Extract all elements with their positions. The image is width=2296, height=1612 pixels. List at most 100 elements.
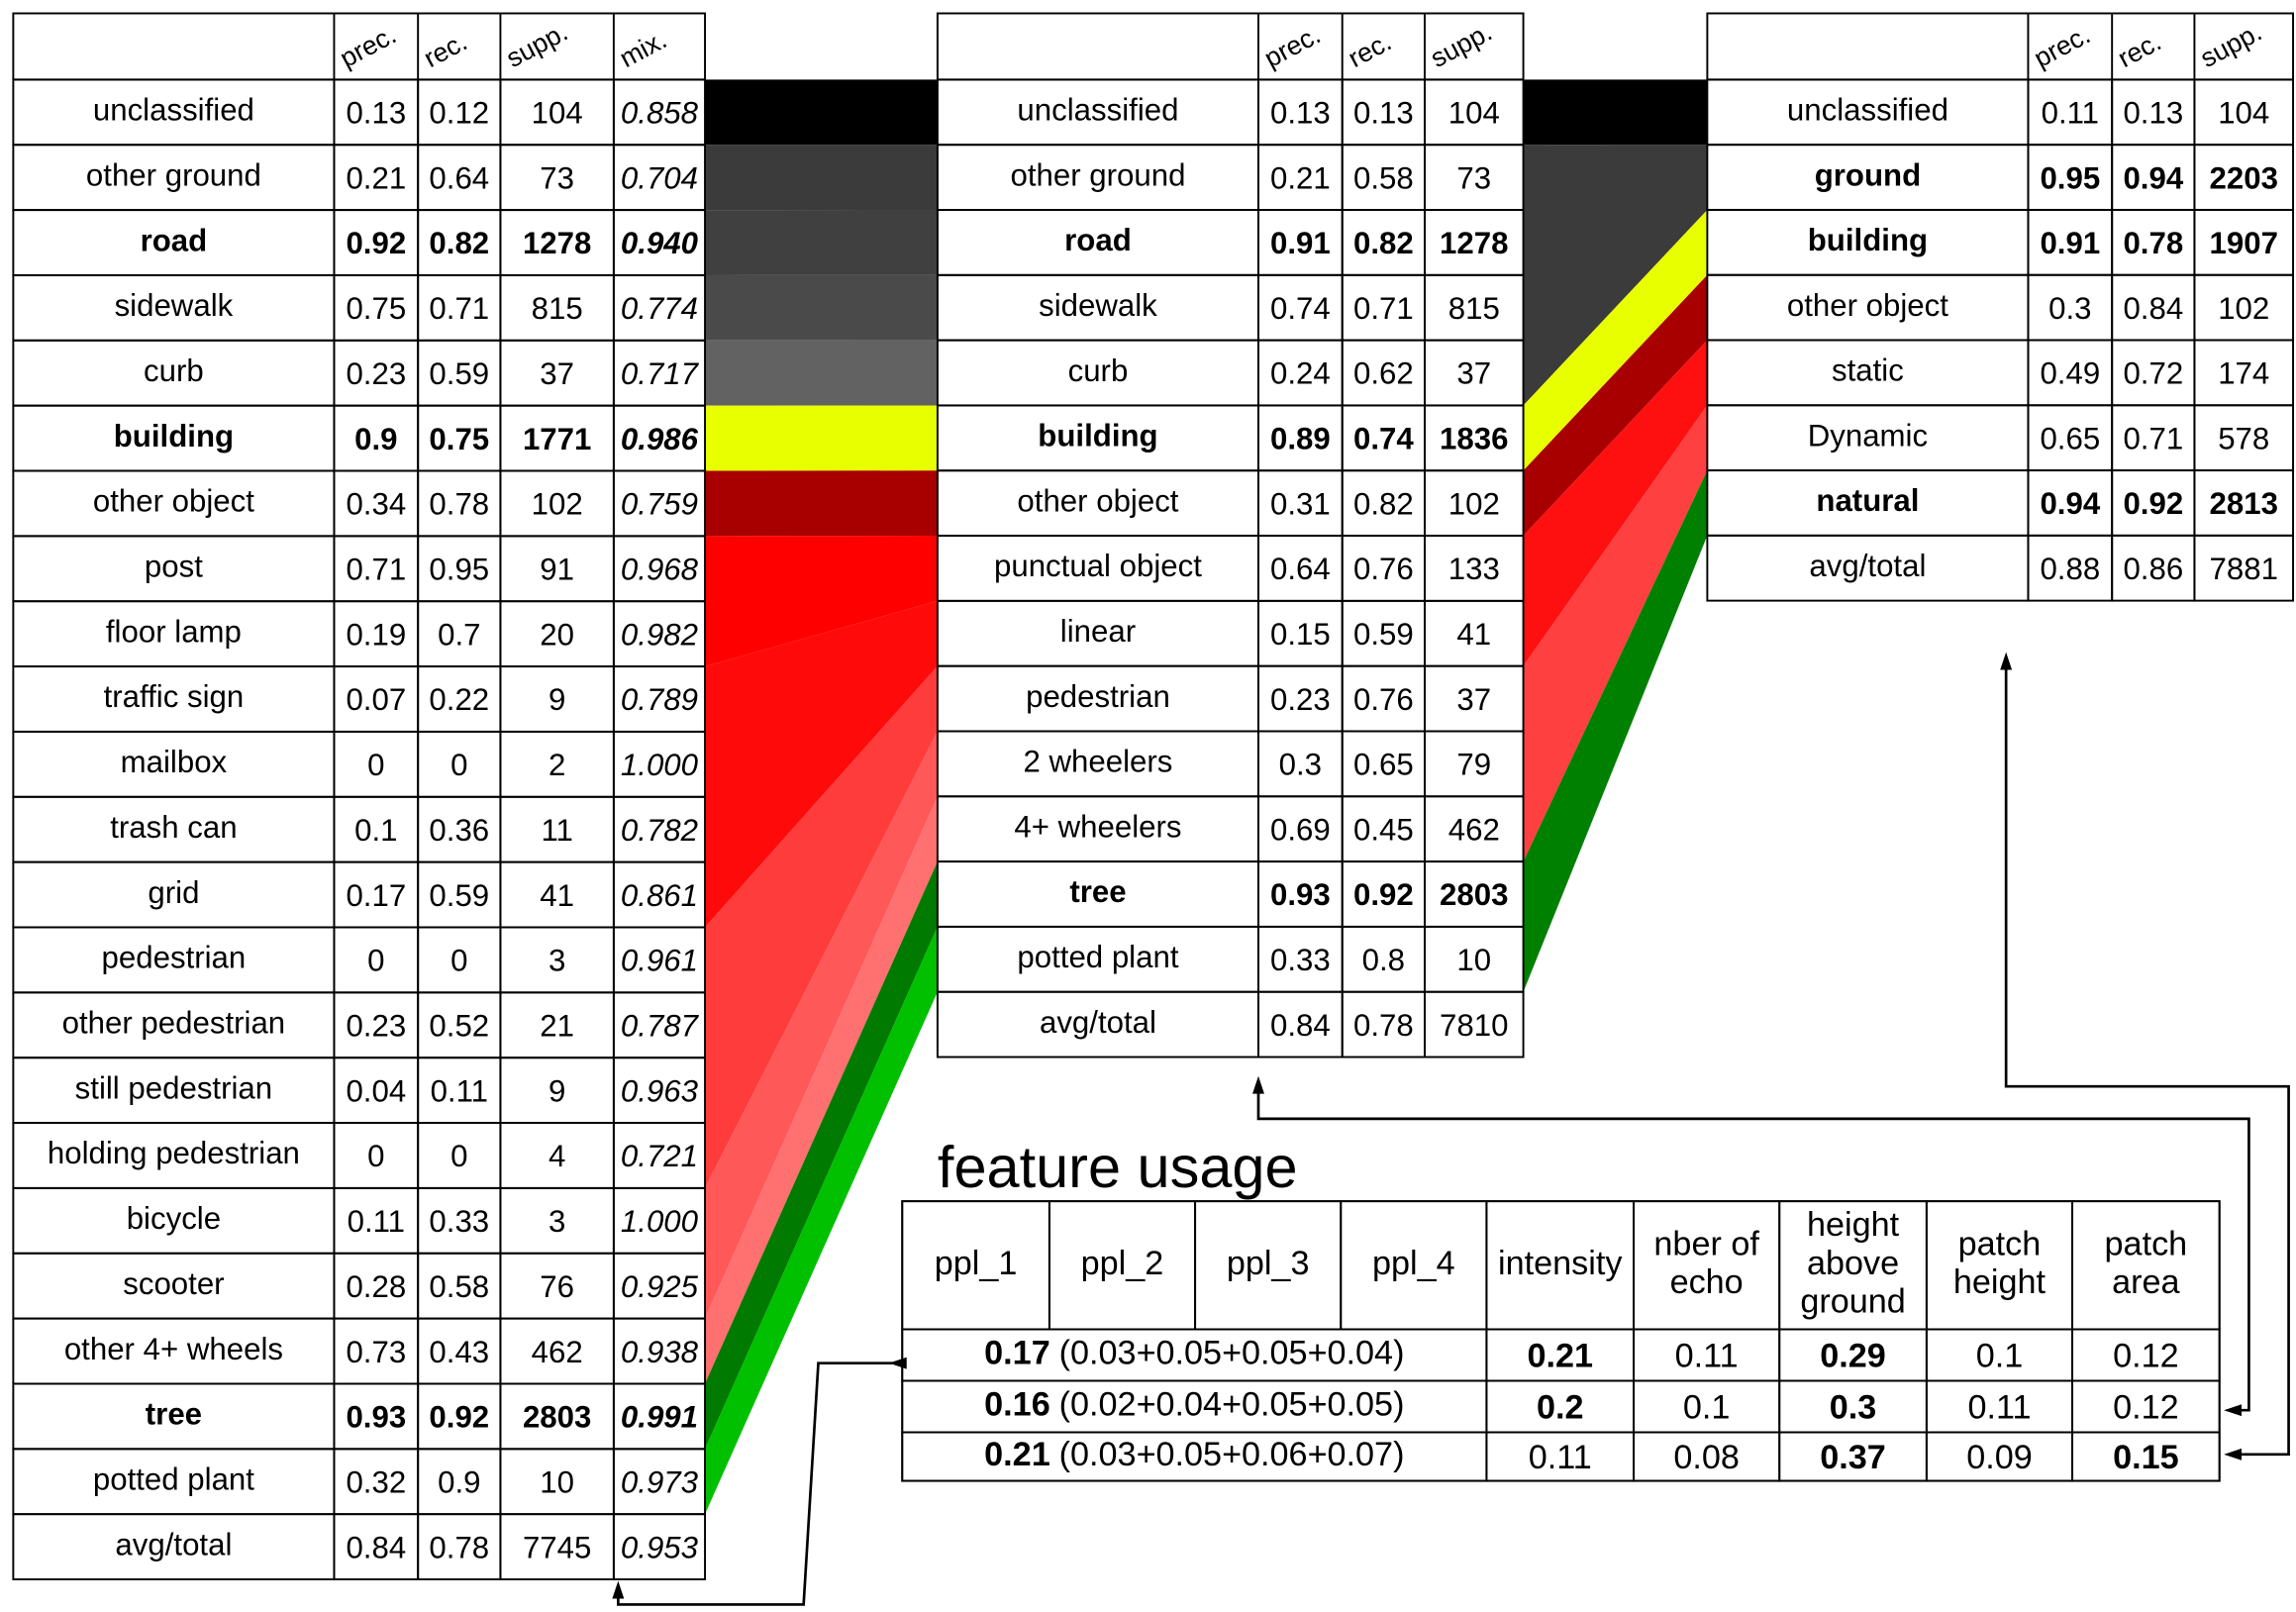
cell bbox=[612, 1513, 707, 1580]
band bbox=[705, 210, 938, 275]
cell-value: 1771 bbox=[523, 422, 591, 456]
cell-value: 0.13 bbox=[2123, 96, 2183, 131]
cell-value: 0.84 bbox=[346, 1530, 406, 1564]
cell-value: 2 bbox=[549, 748, 565, 782]
band bbox=[705, 861, 938, 1450]
row-label: unclassified bbox=[93, 93, 254, 128]
cell-value: 0.9 bbox=[438, 1464, 480, 1499]
cell-value: 0.43 bbox=[429, 1335, 489, 1369]
cell-value: 0.04 bbox=[346, 1073, 406, 1108]
cell-value: 104 bbox=[2218, 96, 2269, 131]
class-mapping-bands bbox=[705, 79, 1708, 1515]
cell-value: 21 bbox=[540, 1008, 574, 1043]
cell-value: 0.963 bbox=[621, 1073, 699, 1108]
column-header: patch bbox=[1958, 1226, 2042, 1263]
cell-value: 0.23 bbox=[1270, 682, 1331, 717]
cell-value: 0.32 bbox=[346, 1464, 406, 1499]
row-label: floor lamp bbox=[106, 614, 242, 649]
cell-value: 0.17 bbox=[346, 878, 406, 913]
cell-value: 0.23 bbox=[346, 356, 406, 391]
cell-value: 76 bbox=[540, 1269, 574, 1304]
row-label: post bbox=[145, 550, 203, 584]
band bbox=[1523, 79, 1708, 146]
row-label: linear bbox=[1060, 614, 1136, 649]
cell-value: 0.92 bbox=[429, 1400, 489, 1435]
cell-value: 0.991 bbox=[621, 1400, 698, 1435]
cell-value: 0.71 bbox=[2123, 421, 2183, 455]
column-header: prec. bbox=[335, 20, 401, 73]
cell-value: 0.3 bbox=[2048, 291, 2091, 326]
column-header: prec. bbox=[1259, 20, 1326, 73]
row-label: other object bbox=[1017, 483, 1178, 518]
band bbox=[705, 470, 938, 537]
row-label: other object bbox=[93, 484, 254, 519]
cell-value: 0.82 bbox=[429, 226, 489, 260]
cell-value: 41 bbox=[1456, 617, 1491, 652]
band bbox=[705, 145, 938, 211]
arrow-head bbox=[888, 1357, 907, 1369]
cell-value: 0.953 bbox=[621, 1530, 699, 1564]
row-label: other ground bbox=[86, 157, 261, 192]
cell-value: 0.29 bbox=[1820, 1337, 1886, 1374]
cell-value: 0.45 bbox=[1353, 812, 1414, 847]
row-label: pedestrian bbox=[102, 941, 247, 975]
cell-value: 0 bbox=[450, 748, 467, 782]
cell-value: 0.11 bbox=[431, 1073, 488, 1108]
band bbox=[705, 405, 938, 471]
row-label: building bbox=[1808, 223, 1928, 257]
cell-value: 0.74 bbox=[1270, 291, 1331, 326]
cell-value: 73 bbox=[540, 160, 574, 195]
cell-value: 0 bbox=[450, 1139, 467, 1173]
cell-value: 0.33 bbox=[1270, 943, 1331, 977]
column-header: intensity bbox=[1498, 1245, 1623, 1282]
cell-value: 37 bbox=[1456, 356, 1491, 391]
row-label: other ground bbox=[1010, 157, 1185, 192]
row-label: road bbox=[1064, 223, 1132, 257]
row-label: holding pedestrian bbox=[48, 1136, 300, 1170]
band bbox=[1523, 470, 1708, 992]
cell-value: 0.3 bbox=[1279, 748, 1322, 782]
row-label: avg/total bbox=[1809, 549, 1926, 583]
arrow-head bbox=[1252, 1075, 1264, 1094]
row-label: sidewalk bbox=[1039, 288, 1157, 323]
cell-value: 0.95 bbox=[2040, 160, 2100, 195]
cell-value: 0.71 bbox=[346, 553, 406, 587]
ppl-detail: (0.03+0.05+0.05+0.04) bbox=[1059, 1335, 1405, 1372]
cell-value: 7881 bbox=[2210, 552, 2278, 586]
cell bbox=[2193, 534, 2294, 602]
cell-value: 0.82 bbox=[1353, 486, 1414, 521]
cell-value: 0.11 bbox=[2042, 96, 2099, 131]
cell-value: 0.59 bbox=[429, 356, 489, 391]
cell-value: 0.92 bbox=[1353, 877, 1414, 912]
cell-value: 0.59 bbox=[429, 878, 489, 913]
cell-value: 0.19 bbox=[346, 617, 406, 652]
cell-value: 0.65 bbox=[2040, 421, 2100, 455]
row-label: building bbox=[1038, 419, 1157, 453]
cell-value: 0.36 bbox=[429, 813, 489, 848]
column-header: ground bbox=[1800, 1282, 1905, 1320]
cell-value: 3 bbox=[549, 1204, 565, 1239]
row-label: punctual object bbox=[994, 549, 1202, 583]
cell-value: 0.982 bbox=[621, 617, 698, 652]
cell-value: 0.7 bbox=[438, 617, 480, 652]
cell-value: 815 bbox=[1448, 291, 1500, 326]
cell-value: 0.721 bbox=[621, 1139, 698, 1173]
row-label: grid bbox=[148, 875, 199, 910]
ppl-cell: 0.21 (0.03+0.05+0.06+0.07) bbox=[984, 1436, 1404, 1473]
cell-value: 0.49 bbox=[2040, 356, 2100, 391]
cell-value: 0.75 bbox=[346, 291, 406, 326]
connectors bbox=[612, 652, 2290, 1606]
cell-value: 0.986 bbox=[621, 422, 699, 456]
cell-value: 0.8 bbox=[1362, 943, 1405, 977]
cell-value: 0.861 bbox=[621, 878, 698, 913]
row-label: sidewalk bbox=[115, 288, 234, 323]
row-label: potted plant bbox=[93, 1461, 254, 1496]
cell-value: 0.1 bbox=[354, 813, 397, 848]
band bbox=[705, 340, 938, 406]
cell-value: 0.24 bbox=[1270, 356, 1331, 391]
cell-value: 0.69 bbox=[1270, 812, 1331, 847]
cell-value: 0.91 bbox=[2040, 226, 2100, 260]
cell-value: 0.33 bbox=[429, 1204, 489, 1239]
cell-value: 0.759 bbox=[621, 487, 698, 522]
cell-value: 10 bbox=[540, 1464, 574, 1499]
